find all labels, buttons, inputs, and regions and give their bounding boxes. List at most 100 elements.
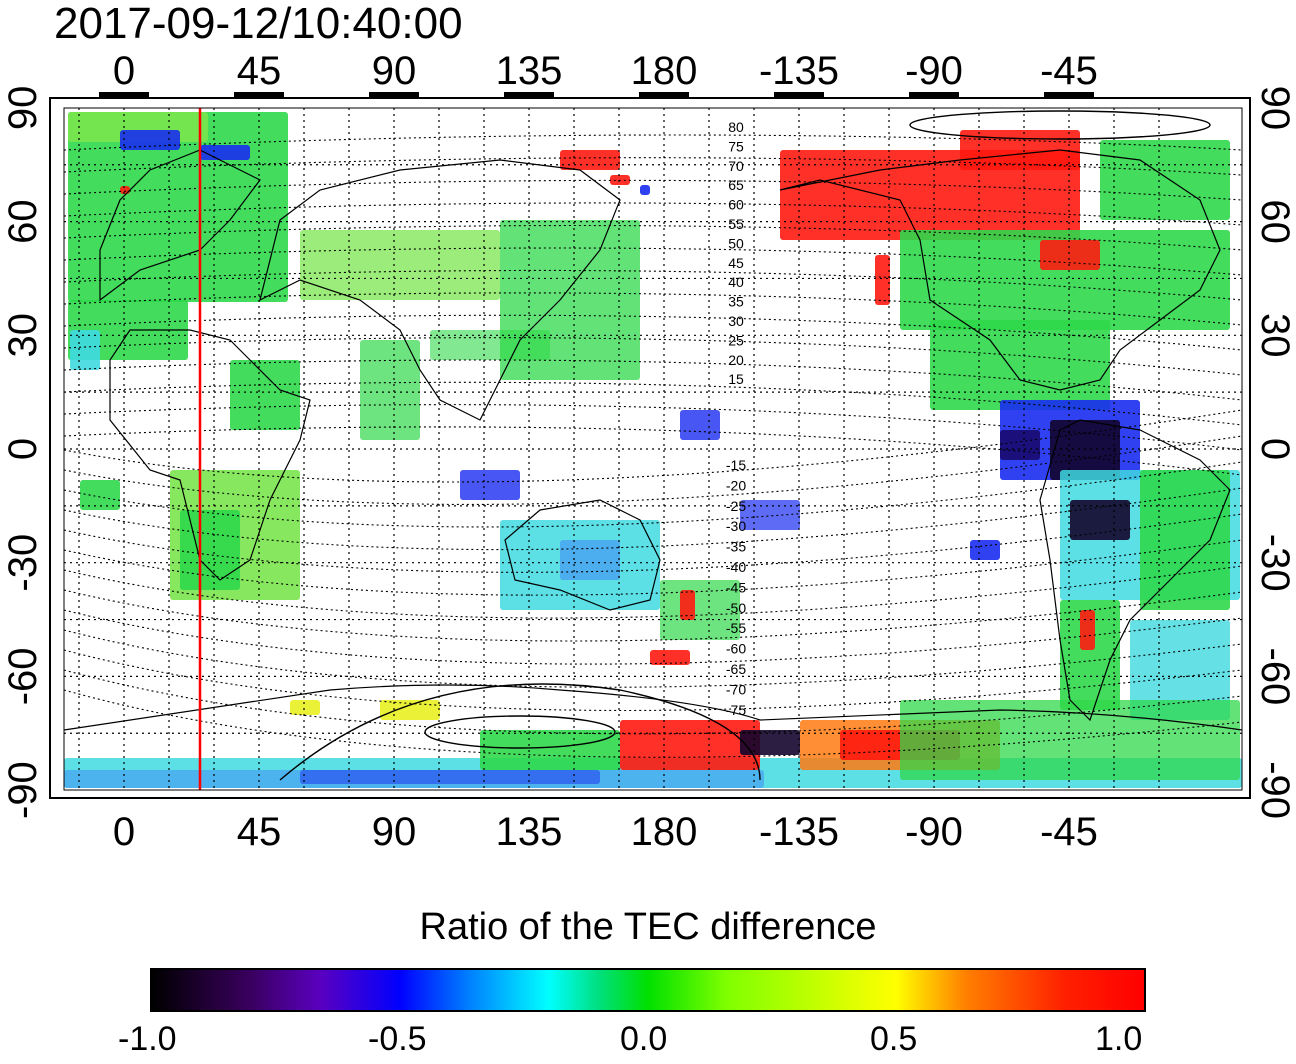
tec-data-patch xyxy=(1040,240,1100,270)
contour-label: 40 xyxy=(728,274,744,290)
tec-data-patch xyxy=(650,650,690,665)
top-tick-mark xyxy=(369,92,419,98)
coastline xyxy=(1039,419,1231,722)
tec-data-patch xyxy=(70,330,100,370)
contour-line xyxy=(63,359,1243,401)
bottom-lon-tick-label: 45 xyxy=(237,810,282,854)
tec-data-patch xyxy=(1070,500,1130,540)
top-lon-tick-label: 45 xyxy=(237,49,282,93)
left-lat-tick-label: 60 xyxy=(1,199,45,244)
coastline xyxy=(259,159,621,421)
top-tick-mark xyxy=(909,92,959,98)
north-magnetic-pole-contour xyxy=(909,110,1211,140)
contour-label: 35 xyxy=(728,294,744,310)
magnetic-latitude-contours: 80 75 70 65 60 55 50 45 40 35 30 25 20 15 -15 -20 -25 -30… xyxy=(63,110,1243,781)
contour-line xyxy=(279,683,761,781)
left-lat-tick-label: -30 xyxy=(1,534,45,592)
top-lon-tick-label: -45 xyxy=(1040,49,1098,93)
tec-data-layer xyxy=(64,112,1242,788)
contour-line xyxy=(63,157,1243,176)
tec-data-patch xyxy=(380,700,440,720)
coastline xyxy=(504,499,661,611)
left-lat-tick-label: 0 xyxy=(1,438,45,460)
right-lat-tick-label: -30 xyxy=(1253,534,1296,592)
tec-data-patch xyxy=(680,590,695,620)
right-lat-tick-label: 60 xyxy=(1253,199,1296,244)
contour-line xyxy=(63,609,1243,665)
right-lat-tick-label: 30 xyxy=(1253,313,1296,358)
colorbar-tick: 1.0 xyxy=(1095,1020,1143,1058)
contour-line xyxy=(63,669,1243,735)
contour-label: -50 xyxy=(726,600,746,616)
contour-label: 55 xyxy=(728,216,744,232)
tec-data-patch xyxy=(360,340,420,440)
colorbar-title: Ratio of the TEC difference xyxy=(419,906,877,948)
colorbar-tick: -1.0 xyxy=(118,1020,177,1058)
graticule xyxy=(64,108,1242,790)
colorbar-tick: -0.5 xyxy=(368,1020,427,1058)
tec-data-patch xyxy=(460,470,520,500)
contour-label: -55 xyxy=(726,620,746,636)
tec-data-patch xyxy=(560,540,620,580)
contour-line xyxy=(63,565,1243,619)
left-lat-tick-label: -60 xyxy=(1,647,45,705)
colorbar-tick: 0.0 xyxy=(620,1020,668,1058)
tec-data-patch xyxy=(200,145,250,160)
tec-data-patch xyxy=(900,230,1230,330)
contour-line xyxy=(63,269,1243,301)
top-lon-tick-label: 90 xyxy=(372,49,417,93)
contour-label: -30 xyxy=(726,518,746,534)
tec-data-patch xyxy=(1130,620,1230,720)
contour-label: 45 xyxy=(728,255,744,271)
tec-data-patch xyxy=(680,410,720,440)
contour-line xyxy=(63,487,1243,551)
contour-line xyxy=(63,179,1243,201)
top-tick-mark xyxy=(234,92,284,98)
axis-ticks: 0 45 90 135 180 -135 -90 -45 0 45 90 135 180 -135 -90 -… xyxy=(1,49,1296,854)
tec-data-patch xyxy=(970,540,1000,560)
tec-data-patch xyxy=(480,730,620,770)
contour-label: -60 xyxy=(726,641,746,657)
top-lon-tick-label: 0 xyxy=(113,49,135,93)
contour-line xyxy=(63,337,1243,376)
tec-data-patch xyxy=(1080,610,1095,650)
top-lon-tick-label: 180 xyxy=(631,49,698,93)
contour-line xyxy=(63,202,1243,226)
right-lat-tick-label: 90 xyxy=(1253,86,1296,130)
map-inner-frame xyxy=(63,107,1243,791)
tec-data-patch xyxy=(1060,600,1120,710)
contour-label: -45 xyxy=(726,579,746,595)
contour-line xyxy=(63,404,1243,451)
top-lon-tick-label: -135 xyxy=(759,49,839,93)
bottom-lon-tick-label: 0 xyxy=(113,810,135,854)
contour-label: 20 xyxy=(728,352,744,368)
contour-line xyxy=(63,292,1243,326)
top-tick-mark xyxy=(1044,92,1094,98)
top-tick-mark xyxy=(774,92,824,98)
top-lon-tick-label: 135 xyxy=(496,49,563,93)
tec-data-patch xyxy=(875,255,890,305)
coastline xyxy=(109,329,311,581)
contour-label: 25 xyxy=(728,332,744,348)
right-lat-tick-label: 0 xyxy=(1253,438,1296,460)
tec-data-patch xyxy=(1140,470,1230,610)
tec-data-patch xyxy=(930,320,1110,410)
tec-data-patch xyxy=(620,720,760,770)
contour-line xyxy=(63,513,1243,573)
contour-line xyxy=(63,649,1243,712)
top-tick-mark xyxy=(639,92,689,98)
contour-line xyxy=(63,134,1243,151)
contour-label: 75 xyxy=(728,138,744,154)
colorbar-tick: 0.5 xyxy=(870,1020,918,1058)
contour-label: -65 xyxy=(726,661,746,677)
bottom-lon-tick-label: 180 xyxy=(631,810,698,854)
contour-label: -25 xyxy=(726,498,746,514)
bottom-lon-tick-label: -90 xyxy=(905,810,963,854)
tec-data-patch xyxy=(300,230,500,300)
bottom-lon-tick-label: -45 xyxy=(1040,810,1098,854)
tec-data-patch xyxy=(1100,140,1230,220)
right-lat-tick-label: -90 xyxy=(1253,761,1296,819)
contour-line xyxy=(63,589,1243,642)
tec-data-patch xyxy=(740,500,800,530)
tec-data-patch xyxy=(180,510,240,590)
